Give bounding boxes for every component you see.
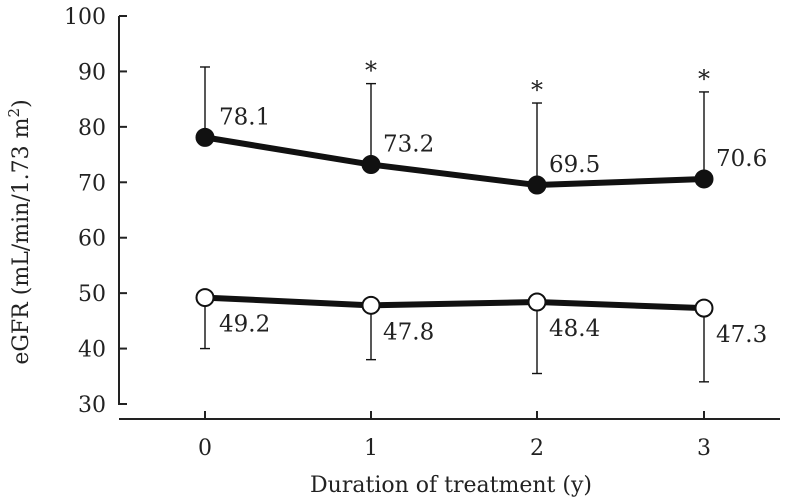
- data-point: [195, 288, 215, 308]
- y-axis-title-superscript: 2: [5, 108, 23, 118]
- y-axis-title-close: ): [9, 99, 34, 108]
- data-point: [361, 295, 381, 315]
- y-tick-label: 100: [64, 5, 106, 30]
- y-ticks: 30 40 50 60 70 80 90 100: [64, 5, 127, 418]
- y-tick-label: 30: [78, 393, 106, 418]
- data-point: [527, 175, 547, 195]
- y-tick-label: 80: [78, 116, 106, 141]
- series-line: [204, 134, 705, 189]
- data-label: 47.8: [383, 319, 434, 345]
- y-tick-label: 70: [78, 171, 106, 196]
- x-axis-title: Duration of treatment (y): [310, 473, 592, 498]
- plot-area: 78.1 73.2 69.5 70.6 * * * 49.2 47.8 48.4 47.3: [195, 57, 767, 383]
- x-axis: 0 1 2 3: [119, 411, 780, 461]
- series-open: 49.2 47.8 48.4 47.3: [195, 288, 767, 383]
- data-point: [527, 292, 547, 312]
- significance-marker: *: [365, 57, 377, 85]
- significance-marker: *: [531, 76, 543, 104]
- x-ticks: 0 1 2 3: [198, 411, 711, 461]
- x-tick-label: 2: [530, 436, 544, 461]
- y-tick-label: 60: [78, 227, 106, 252]
- data-point: [361, 155, 381, 175]
- data-label: 73.2: [383, 132, 434, 158]
- data-label: 69.5: [549, 152, 600, 178]
- data-label: 78.1: [219, 104, 270, 130]
- y-tick-label: 90: [78, 60, 106, 85]
- series-filled: 78.1 73.2 69.5 70.6 * * *: [195, 57, 767, 195]
- data-point: [694, 298, 714, 318]
- data-label: 49.2: [219, 312, 270, 338]
- y-axis-title-main: eGFR (mL/min/1.73 m: [9, 117, 34, 364]
- series-line: [204, 294, 705, 312]
- y-axis: 30 40 50 60 70 80 90 100: [64, 5, 127, 418]
- y-tick-label: 40: [78, 338, 106, 363]
- data-point: [694, 169, 714, 189]
- x-tick-label: 3: [697, 436, 711, 461]
- significance-marker: *: [698, 65, 710, 93]
- x-tick-label: 0: [198, 436, 212, 461]
- data-label: 47.3: [716, 322, 767, 348]
- data-label: 70.6: [716, 146, 767, 172]
- data-label: 48.4: [549, 316, 600, 342]
- y-axis-title: eGFR (mL/min/1.73 m2): [5, 99, 34, 364]
- y-tick-label: 50: [78, 282, 106, 307]
- x-tick-label: 1: [364, 436, 378, 461]
- data-point: [195, 127, 215, 147]
